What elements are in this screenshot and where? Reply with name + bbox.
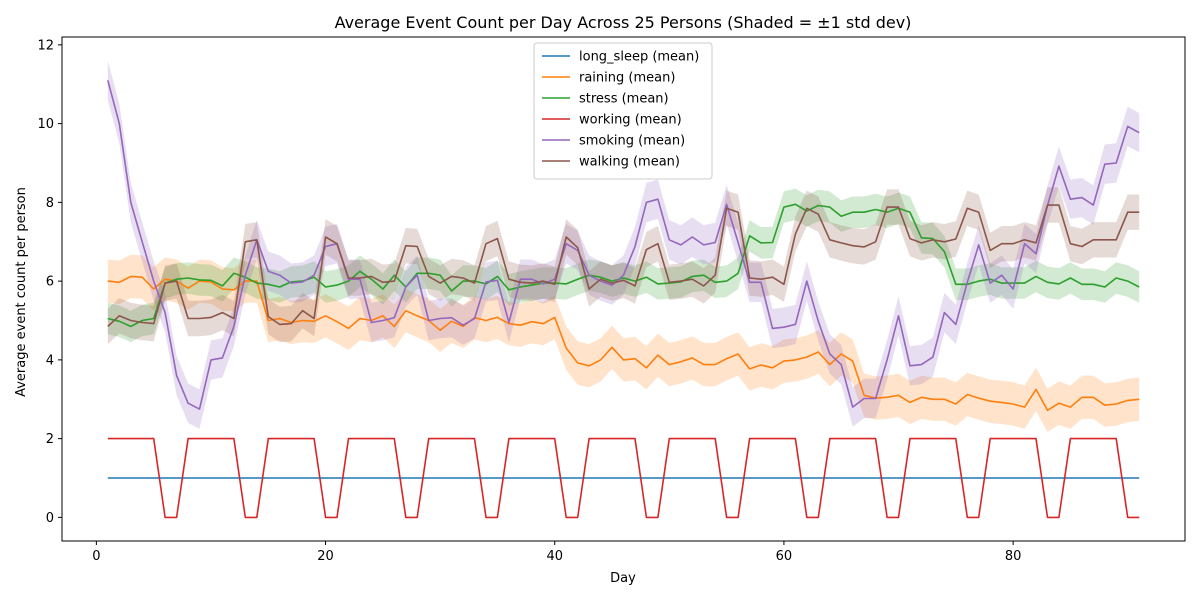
x-tick-label: 0 xyxy=(92,549,100,564)
legend: long_sleep (mean) raining (mean) stress (m… xyxy=(533,42,713,180)
y-tick-label: 2 xyxy=(46,432,54,447)
plot-frame xyxy=(61,36,1186,542)
y-tick-label: 0 xyxy=(46,511,54,526)
legend-entry-long-sleep: long_sleep (mean) xyxy=(579,50,699,65)
y-tick-label: 6 xyxy=(46,275,54,290)
y-tick-label: 8 xyxy=(46,196,54,211)
legend-box xyxy=(533,42,713,180)
legend-entry-stress: stress (mean) xyxy=(579,92,669,107)
x-tick-label: 60 xyxy=(776,549,793,564)
y-tick-label: 4 xyxy=(46,353,54,368)
y-tick-label: 10 xyxy=(37,117,54,132)
legend-entry-smoking: smoking (mean) xyxy=(579,134,685,149)
series-line-smoking xyxy=(107,80,1140,410)
x-tick-label: 20 xyxy=(317,549,334,564)
x-tick-label: 80 xyxy=(1005,549,1022,564)
y-tick-label: 12 xyxy=(37,38,54,53)
x-axis: 0 20 40 60 80 xyxy=(92,541,1021,564)
chart-title: Average Event Count per Day Across 25 Pe… xyxy=(335,13,912,32)
y-axis-label: Average event count per person xyxy=(14,187,29,397)
std-band-stress xyxy=(107,188,1140,343)
legend-entry-walking: walking (mean) xyxy=(579,155,680,170)
series-lines xyxy=(107,80,1140,519)
legend-entry-raining: raining (mean) xyxy=(579,71,675,86)
legend-entry-working: working (mean) xyxy=(579,113,682,128)
x-axis-label: Day xyxy=(610,571,636,586)
x-tick-label: 40 xyxy=(546,549,563,564)
series-line-working xyxy=(107,437,1140,519)
y-axis: 0 2 4 6 8 10 12 xyxy=(37,38,62,526)
series-line-walking xyxy=(107,204,1140,327)
series-line-raining xyxy=(107,275,1140,412)
